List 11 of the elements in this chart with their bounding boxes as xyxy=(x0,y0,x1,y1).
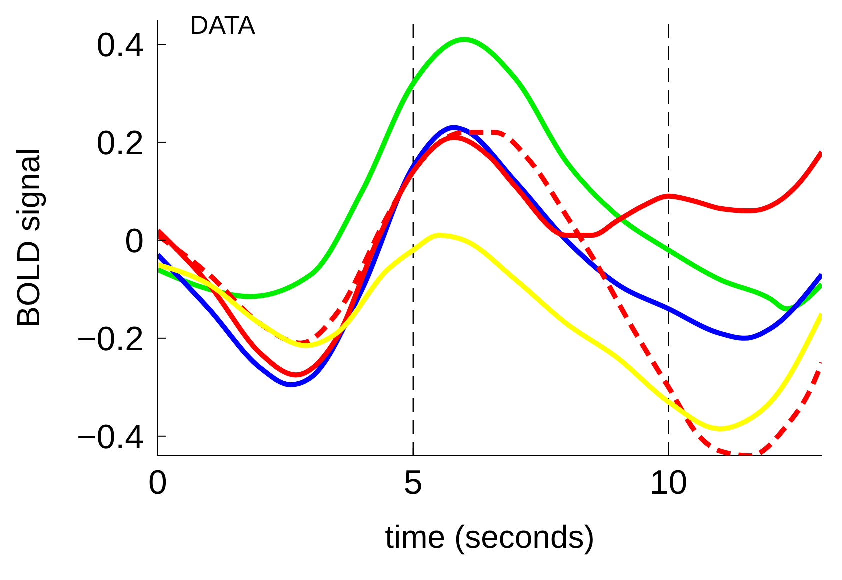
y-tick-label: 0.2 xyxy=(96,124,144,163)
x-tick-label: 10 xyxy=(650,464,688,502)
y-tick-label: 0 xyxy=(125,222,144,261)
y-tick-label: 0.4 xyxy=(96,26,144,65)
y-tick-label: −0.4 xyxy=(76,418,144,456)
y-tick-label: −0.2 xyxy=(76,320,144,358)
y-axis-title: BOLD signal xyxy=(10,148,46,328)
annotation: DATA xyxy=(190,10,256,41)
x-tick-label: 5 xyxy=(404,464,423,502)
x-tick-label: 0 xyxy=(148,464,168,502)
x-axis-title: time (seconds) xyxy=(385,519,595,555)
